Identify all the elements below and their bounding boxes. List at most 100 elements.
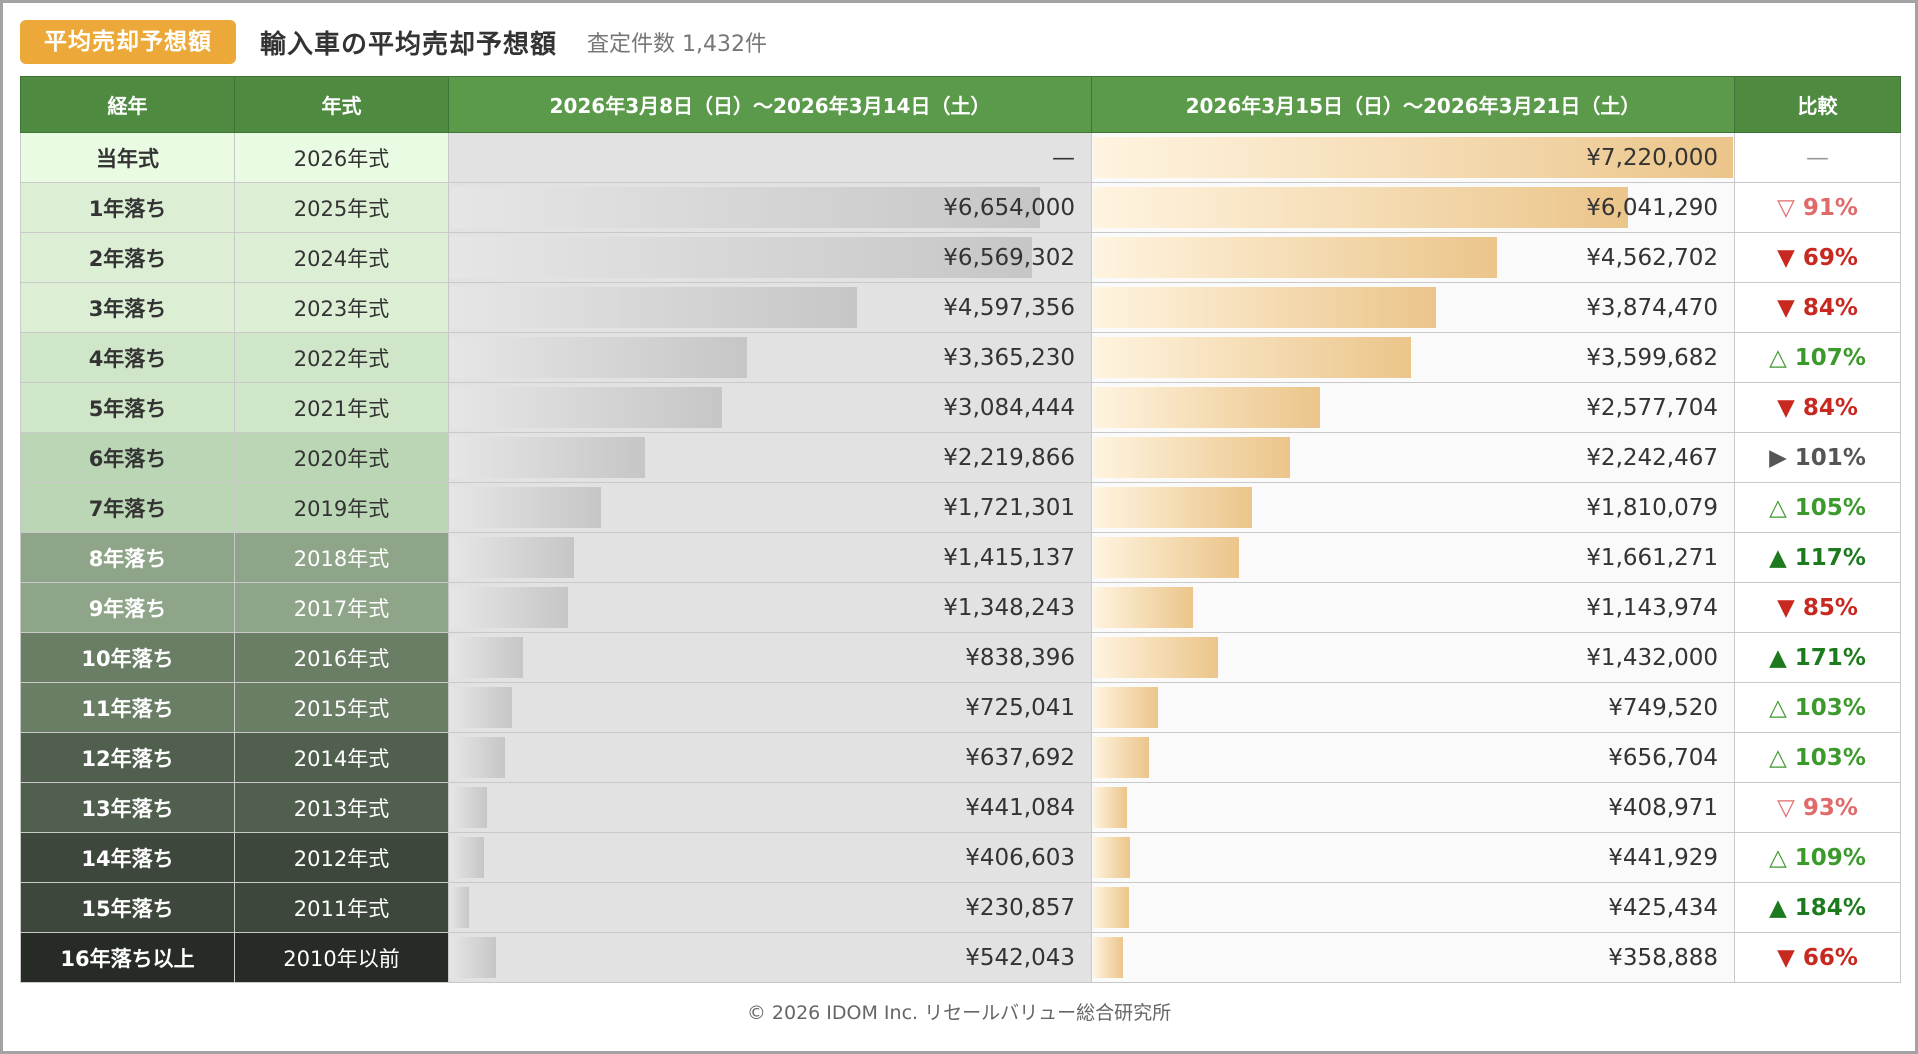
cell-age: 5年落ち xyxy=(20,382,235,433)
cell-period-2-price: ¥3,599,682 xyxy=(1091,332,1735,383)
price-label: ¥749,520 xyxy=(1608,694,1718,721)
cell-age: 2年落ち xyxy=(20,232,235,283)
cell-period-1-price: ¥542,043 xyxy=(448,932,1092,983)
column-header-period-2: 2026年3月15日（日）〜2026年3月21日（土） xyxy=(1091,76,1735,133)
price-label: ¥1,810,079 xyxy=(1586,494,1718,521)
cell-age: 11年落ち xyxy=(20,682,235,733)
cell-compare: ▼ 85% xyxy=(1734,582,1901,633)
cell-period-2-price: ¥749,520 xyxy=(1091,682,1735,733)
price-bar xyxy=(450,237,1033,278)
cell-period-1-price: ¥1,721,301 xyxy=(448,482,1092,533)
cell-age: 10年落ち xyxy=(20,632,235,683)
cell-period-2-price: ¥7,220,000 xyxy=(1091,132,1735,183)
cell-period-1-price: ¥725,041 xyxy=(448,682,1092,733)
cell-compare: △ 107% xyxy=(1734,332,1901,383)
cell-period-2-price: ¥1,810,079 xyxy=(1091,482,1735,533)
price-bar xyxy=(450,887,469,928)
price-bar xyxy=(1093,237,1497,278)
cell-period-2-price: ¥2,242,467 xyxy=(1091,432,1735,483)
price-label: ¥1,348,243 xyxy=(943,594,1075,621)
cell-age: 4年落ち xyxy=(20,332,235,383)
header: 平均売却予想額 輸入車の平均売却予想額 査定件数 1,432件 xyxy=(20,20,767,64)
price-bar xyxy=(1093,837,1131,878)
cell-age: 7年落ち xyxy=(20,482,235,533)
table-row: 10年落ち 2016年式 ¥838,396 ¥1,432,000 ▲ 171% xyxy=(20,632,1901,683)
column-header-age: 経年 xyxy=(20,76,235,133)
cell-age: 8年落ち xyxy=(20,532,235,583)
table-row: 11年落ち 2015年式 ¥725,041 ¥749,520 △ 103% xyxy=(20,682,1901,733)
cell-compare: △ 103% xyxy=(1734,682,1901,733)
price-label: ¥408,971 xyxy=(1608,794,1718,821)
cell-period-1-price: ¥1,415,137 xyxy=(448,532,1092,583)
table-row: 9年落ち 2017年式 ¥1,348,243 ¥1,143,974 ▼ 85% xyxy=(20,582,1901,633)
table-row: 14年落ち 2012年式 ¥406,603 ¥441,929 △ 109% xyxy=(20,832,1901,883)
price-label: ¥542,043 xyxy=(965,944,1075,971)
price-bar xyxy=(1093,937,1123,978)
price-bar xyxy=(450,937,497,978)
cell-age: 1年落ち xyxy=(20,182,235,233)
cell-period-1-price: ¥230,857 xyxy=(448,882,1092,933)
price-label: ¥3,365,230 xyxy=(943,344,1075,371)
cell-compare: △ 105% xyxy=(1734,482,1901,533)
price-label: ¥2,242,467 xyxy=(1586,444,1718,471)
cell-period-1-price: ¥441,084 xyxy=(448,782,1092,833)
table-row: 3年落ち 2023年式 ¥4,597,356 ¥3,874,470 ▼ 84% xyxy=(20,282,1901,333)
table-body: 当年式 2026年式 — ¥7,220,000 — 1年落ち 2025年式 ¥6,654,00… xyxy=(20,132,1901,983)
cell-age: 13年落ち xyxy=(20,782,235,833)
cell-period-1-price: ¥637,692 xyxy=(448,732,1092,783)
price-label: ¥4,597,356 xyxy=(943,294,1075,321)
cell-model-year: 2013年式 xyxy=(234,782,449,833)
appraisal-count: 査定件数 1,432件 xyxy=(587,32,767,57)
resale-price-table: 経年 年式 2026年3月8日（日）〜2026年3月14日（土） 2026年3月… xyxy=(20,76,1901,983)
cell-age: 14年落ち xyxy=(20,832,235,883)
price-bar xyxy=(1093,187,1629,228)
price-label: ¥7,220,000 xyxy=(1586,144,1718,171)
price-bar xyxy=(450,387,723,428)
cell-period-1-price: ¥4,597,356 xyxy=(448,282,1092,333)
price-bar xyxy=(450,587,568,628)
cell-period-2-price: ¥408,971 xyxy=(1091,782,1735,833)
cell-compare: ▼ 69% xyxy=(1734,232,1901,283)
column-header-compare: 比較 xyxy=(1734,76,1901,133)
cell-model-year: 2015年式 xyxy=(234,682,449,733)
price-label: ¥725,041 xyxy=(965,694,1075,721)
price-bar xyxy=(1093,687,1158,728)
cell-compare: ▲ 184% xyxy=(1734,882,1901,933)
cell-compare: — xyxy=(1734,132,1901,183)
cell-period-1-price: ¥1,348,243 xyxy=(448,582,1092,633)
table-row: 7年落ち 2019年式 ¥1,721,301 ¥1,810,079 △ 105% xyxy=(20,482,1901,533)
cell-model-year: 2014年式 xyxy=(234,732,449,783)
cell-period-1-price: — xyxy=(448,132,1092,183)
cell-model-year: 2025年式 xyxy=(234,182,449,233)
price-label: — xyxy=(1052,144,1075,171)
price-label: ¥1,721,301 xyxy=(943,494,1075,521)
price-label: ¥3,599,682 xyxy=(1586,344,1718,371)
cell-period-1-price: ¥2,219,866 xyxy=(448,432,1092,483)
page-title: 輸入車の平均売却予想額 xyxy=(260,29,558,60)
table-header-row: 経年 年式 2026年3月8日（日）〜2026年3月14日（土） 2026年3月… xyxy=(20,76,1901,133)
cell-age: 15年落ち xyxy=(20,882,235,933)
cell-compare: ▼ 66% xyxy=(1734,932,1901,983)
cell-period-1-price: ¥838,396 xyxy=(448,632,1092,683)
cell-compare: △ 103% xyxy=(1734,732,1901,783)
cell-model-year: 2012年式 xyxy=(234,832,449,883)
cell-model-year: 2019年式 xyxy=(234,482,449,533)
price-bar xyxy=(1093,137,1733,178)
price-bar xyxy=(450,287,857,328)
table-row: 当年式 2026年式 — ¥7,220,000 — xyxy=(20,132,1901,183)
price-label: ¥6,041,290 xyxy=(1586,194,1718,221)
cell-age: 3年落ち xyxy=(20,282,235,333)
price-bar xyxy=(450,537,574,578)
price-label: ¥838,396 xyxy=(965,644,1075,671)
price-bar xyxy=(1093,637,1219,678)
cell-period-1-price: ¥3,084,444 xyxy=(448,382,1092,433)
price-bar xyxy=(1093,387,1321,428)
cell-period-2-price: ¥1,432,000 xyxy=(1091,632,1735,683)
cell-age: 6年落ち xyxy=(20,432,235,483)
price-bar xyxy=(450,337,748,378)
price-bar xyxy=(1093,437,1291,478)
price-label: ¥1,143,974 xyxy=(1586,594,1718,621)
cell-model-year: 2021年式 xyxy=(234,382,449,433)
cell-period-2-price: ¥3,874,470 xyxy=(1091,282,1735,333)
cell-period-1-price: ¥3,365,230 xyxy=(448,332,1092,383)
